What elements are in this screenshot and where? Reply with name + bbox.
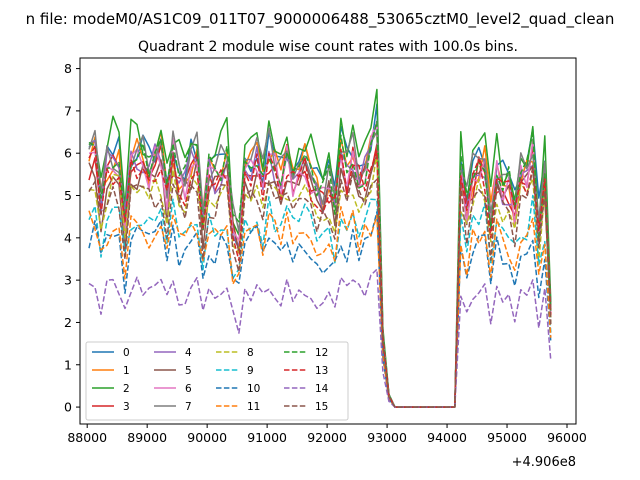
x-axis: 88000 89000 90000 91000 92000 93000 94000 95000… xyxy=(67,424,587,445)
legend-label-8: 8 xyxy=(247,347,254,359)
x-tick-label: 94000 xyxy=(427,430,467,445)
legend-label-10: 10 xyxy=(247,383,260,395)
series-line-14 xyxy=(88,268,552,408)
series-line-9 xyxy=(88,194,552,408)
series-line-15 xyxy=(88,168,552,408)
legend-label-4: 4 xyxy=(185,347,192,359)
x-tick-label: 91000 xyxy=(247,430,287,445)
figure-suptitle: n file: modeM0/AS1C09_011T07_9000006488_… xyxy=(26,10,615,29)
x-tick-label: 96000 xyxy=(547,430,587,445)
legend-label-9: 9 xyxy=(247,365,254,377)
series-line-12 xyxy=(88,120,552,408)
legend-label-2: 2 xyxy=(123,383,130,395)
legend-label-5: 5 xyxy=(185,365,192,377)
x-tick-label: 95000 xyxy=(487,430,527,445)
y-tick-label: 7 xyxy=(64,103,72,118)
legend-label-1: 1 xyxy=(123,365,130,377)
y-tick-label: 4 xyxy=(64,230,72,245)
plot-frame xyxy=(79,57,577,425)
series-line-10 xyxy=(88,211,552,408)
legend-label-3: 3 xyxy=(123,401,130,413)
legend-label-12: 12 xyxy=(315,347,328,359)
y-tick-label: 6 xyxy=(64,146,72,161)
y-axis: 0 1 2 3 4 5 6 7 8 xyxy=(64,61,80,415)
x-tick-label: 93000 xyxy=(367,430,407,445)
legend-label-0: 0 xyxy=(123,347,130,359)
y-tick-label: 0 xyxy=(64,400,72,415)
legend-label-14: 14 xyxy=(315,383,329,395)
y-tick-label: 1 xyxy=(64,357,72,372)
y-tick-label: 5 xyxy=(64,188,72,203)
x-tick-label: 92000 xyxy=(307,430,347,445)
legend-label-15: 15 xyxy=(315,401,328,413)
legend-label-13: 13 xyxy=(315,365,328,377)
x-tick-label: 90000 xyxy=(187,430,227,445)
series-line-11 xyxy=(88,206,552,408)
y-tick-label: 2 xyxy=(64,315,72,330)
y-tick-label: 3 xyxy=(64,273,72,288)
x-tick-label: 88000 xyxy=(67,430,107,445)
chart-title: Quadrant 2 module wise count rates with … xyxy=(138,39,518,55)
series-line-2 xyxy=(88,88,552,408)
legend-label-11: 11 xyxy=(247,401,260,413)
x-tick-label: 89000 xyxy=(127,430,167,445)
legend-label-7: 7 xyxy=(185,401,192,413)
series-line-13 xyxy=(88,145,552,408)
legend-label-6: 6 xyxy=(185,383,192,395)
x-offset-label: +4.906e8 xyxy=(512,455,576,470)
series-group xyxy=(88,88,552,408)
y-tick-label: 8 xyxy=(64,61,72,76)
legend-frame xyxy=(85,341,349,421)
